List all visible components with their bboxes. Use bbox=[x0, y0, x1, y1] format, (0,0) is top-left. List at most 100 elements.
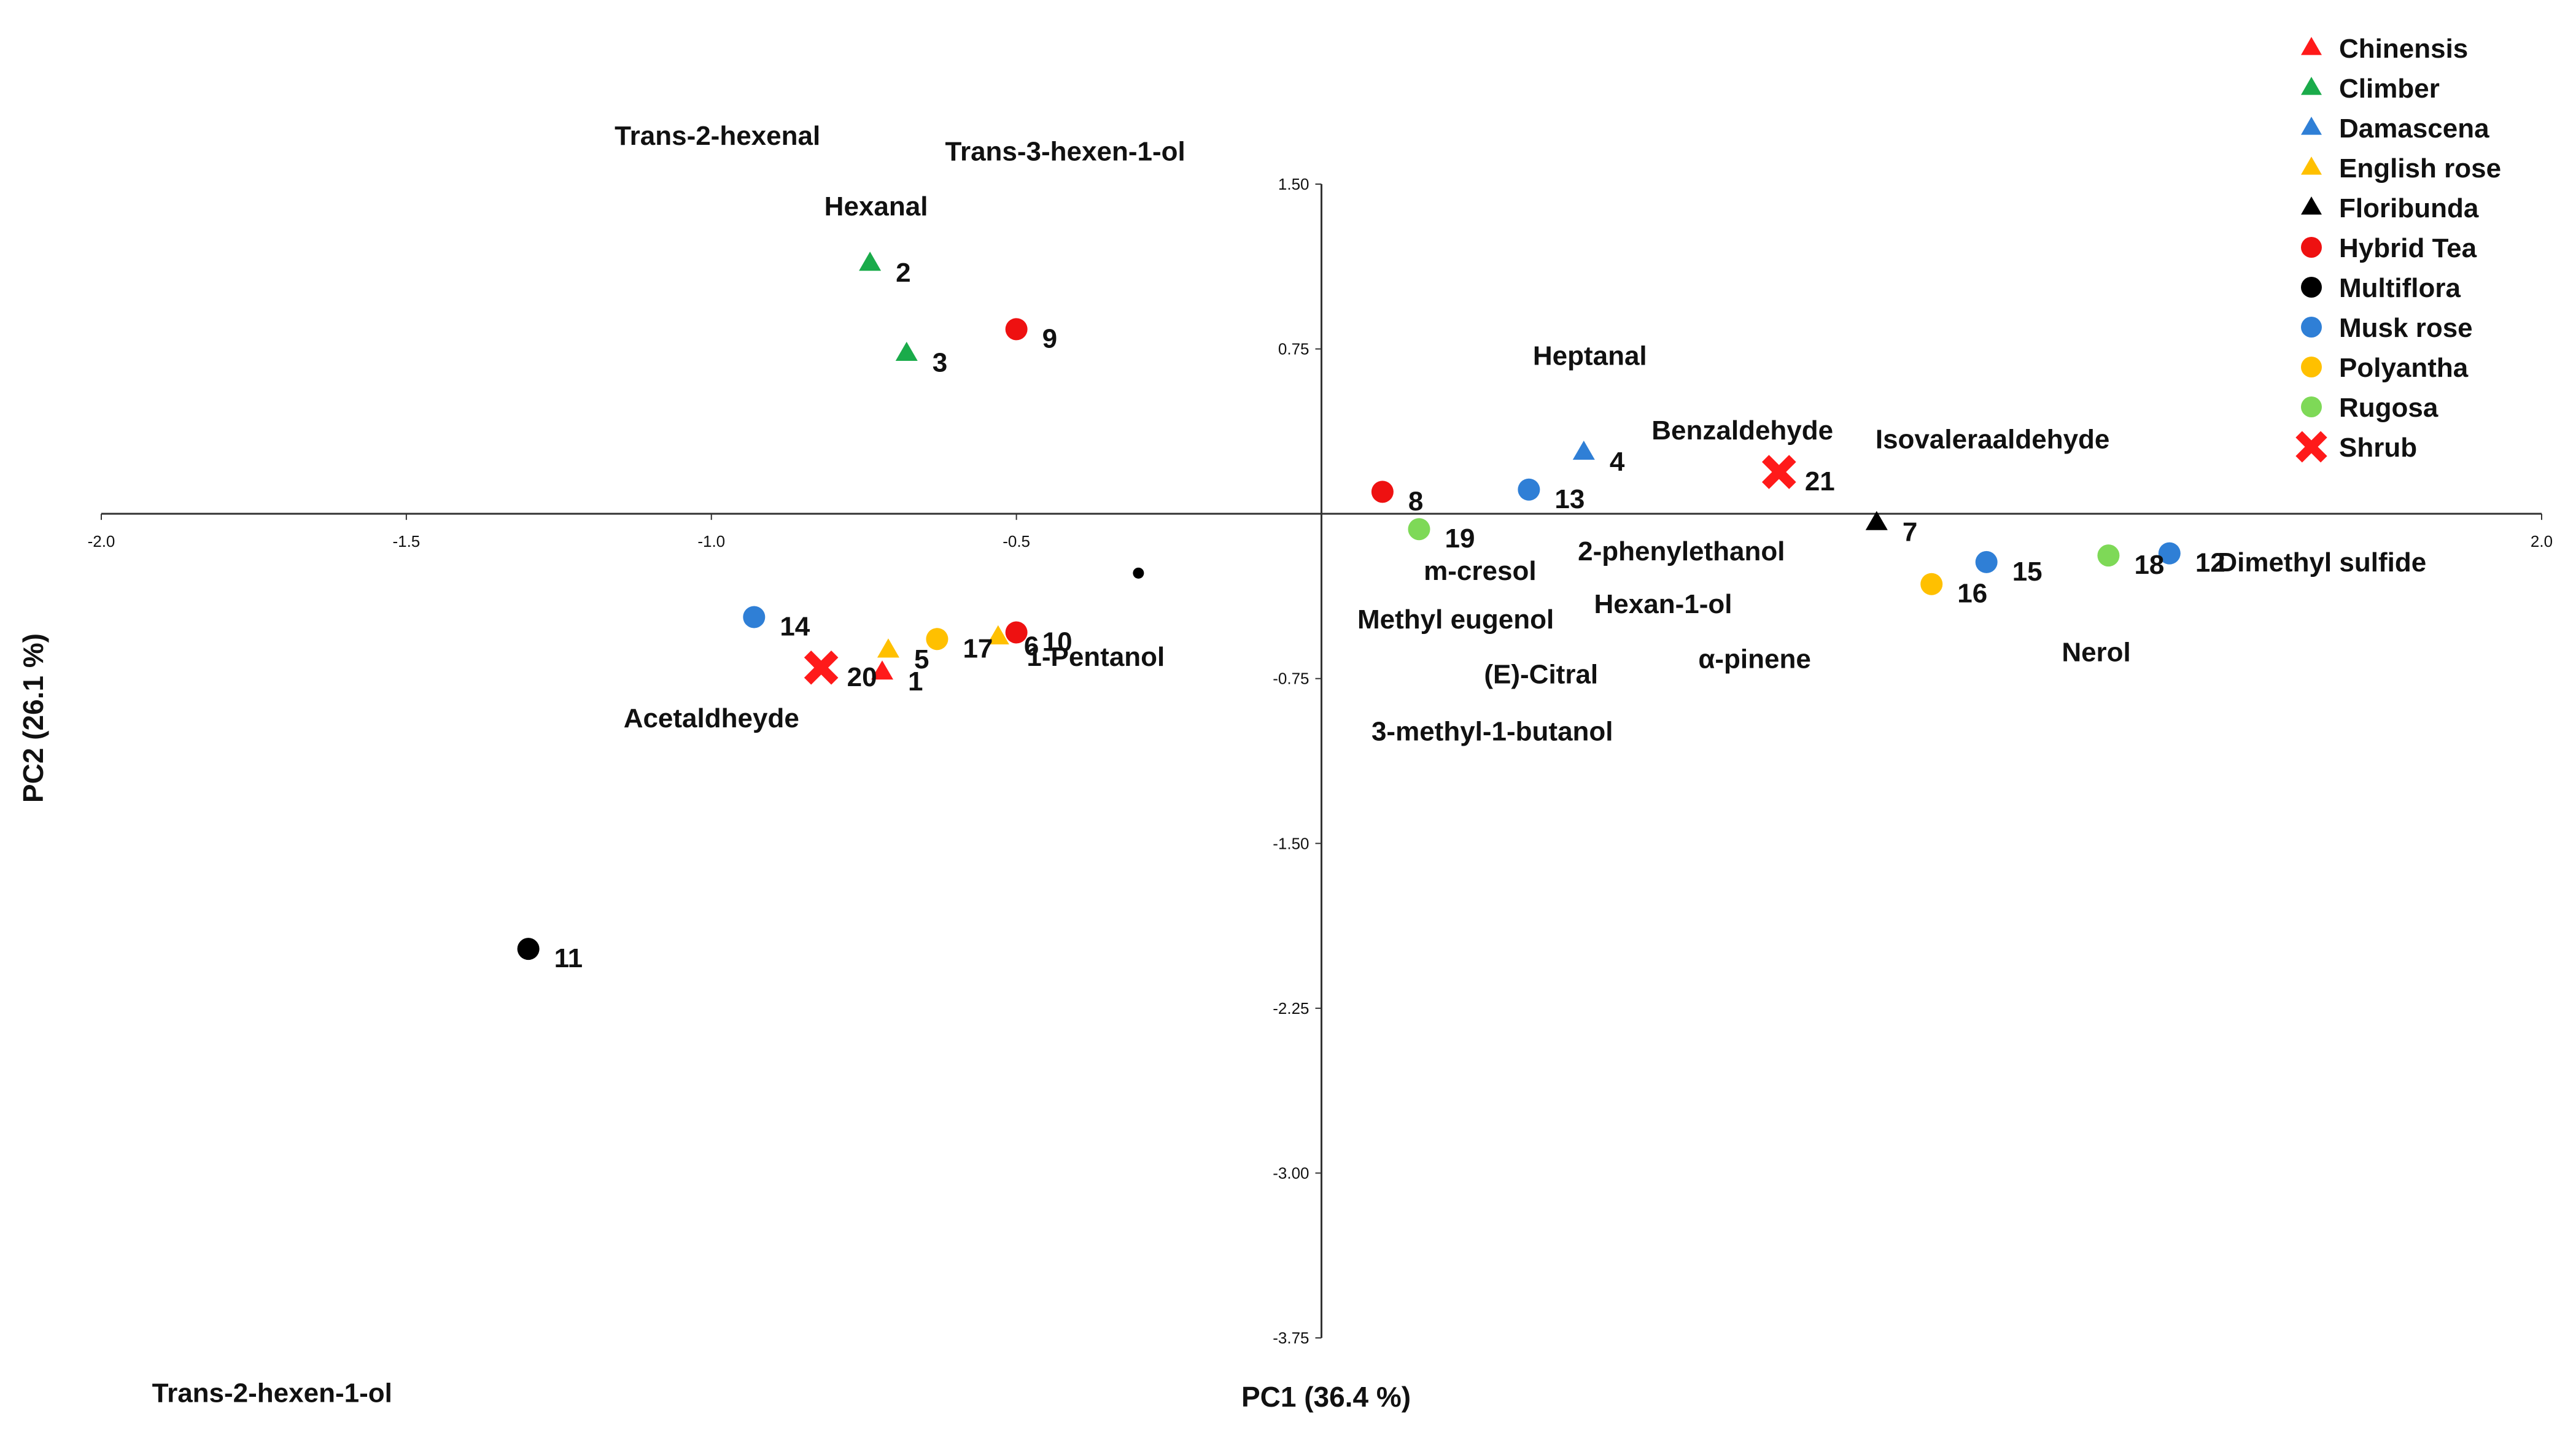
data-point: 18 bbox=[2097, 544, 2164, 580]
y-tick-label: 0.75 bbox=[1278, 340, 1309, 358]
legend-label: Shrub bbox=[2339, 433, 2417, 463]
legend-marker-chinensis bbox=[2301, 37, 2322, 55]
legend-marker-damascena bbox=[2301, 117, 2322, 135]
point-marker-multiflora bbox=[517, 938, 540, 960]
legend-label: Multiflora bbox=[2339, 273, 2461, 303]
variable-labels: Trans-2-hexenal Trans-3-hexen-1-ol Hexanal… bbox=[152, 121, 2427, 1408]
legend-item: Hybrid Tea bbox=[2301, 233, 2477, 263]
data-point: 17 bbox=[926, 628, 993, 663]
legend-marker-shrub bbox=[2295, 431, 2327, 463]
point-marker-polyantha bbox=[1920, 573, 1943, 595]
legend-marker-musk-rose bbox=[2301, 317, 2322, 338]
legend-marker-floribunda bbox=[2301, 196, 2322, 215]
variable-label: 3-methyl-1-butanol bbox=[1371, 717, 1613, 747]
point-marker-musk-rose bbox=[743, 606, 766, 628]
point-label: 14 bbox=[780, 611, 810, 641]
point-label: 1 bbox=[908, 666, 923, 697]
legend-item: Floribunda bbox=[2301, 193, 2479, 223]
point-marker-damascena bbox=[1572, 440, 1595, 460]
point-label: 3 bbox=[933, 348, 947, 378]
legend-item: Chinensis bbox=[2301, 34, 2468, 64]
point-label: 20 bbox=[847, 662, 877, 692]
point-marker-musk-rose bbox=[1975, 551, 1998, 573]
legend-marker-english-rose bbox=[2301, 156, 2322, 175]
data-point: 14 bbox=[743, 606, 810, 641]
y-axis-ticks: 1.50 0.75 -0.75 -1.50 -2.25 -3.00 -3.75 bbox=[1273, 175, 1322, 1347]
point-marker-rugosa bbox=[1408, 518, 1430, 541]
y-tick-label: -2.25 bbox=[1273, 999, 1309, 1018]
variable-label: m-cresol bbox=[1424, 556, 1536, 586]
legend-item: Rugosa bbox=[2301, 393, 2438, 423]
data-point: 15 bbox=[1975, 551, 2043, 587]
point-label: 21 bbox=[1805, 466, 1835, 496]
point-label: 19 bbox=[1445, 523, 1475, 554]
variable-label: Trans-3-hexen-1-ol bbox=[945, 136, 1185, 166]
x-tick-label: 2.0 bbox=[2531, 532, 2553, 551]
variable-label: Nerol bbox=[2062, 638, 2130, 668]
x-tick-label: -2.0 bbox=[88, 532, 115, 551]
data-point: 12 bbox=[2158, 542, 2225, 578]
legend-label: Hybrid Tea bbox=[2339, 233, 2477, 263]
data-point: 7 bbox=[1865, 511, 1917, 547]
legend-item: English rose bbox=[2301, 153, 2501, 184]
y-tick-label: -0.75 bbox=[1273, 670, 1309, 688]
point-label: 16 bbox=[1957, 579, 1987, 609]
point-label: 8 bbox=[1408, 486, 1423, 516]
variable-label: α-pinene bbox=[1698, 644, 1811, 674]
y-tick-label: 1.50 bbox=[1278, 175, 1309, 193]
x-axis-title: PC1 (36.4 %) bbox=[1241, 1381, 1411, 1413]
point-label: 2 bbox=[896, 258, 910, 288]
y-tick-label: -3.00 bbox=[1273, 1164, 1309, 1182]
point-label: 11 bbox=[554, 943, 583, 973]
x-tick-label: -1.5 bbox=[392, 532, 420, 551]
point-marker-shrub bbox=[804, 651, 839, 685]
point-marker-musk-rose bbox=[2158, 542, 2181, 565]
data-point: 1 bbox=[871, 660, 923, 697]
legend-label: Floribunda bbox=[2339, 193, 2479, 223]
x-tick-label: -1.0 bbox=[697, 532, 725, 551]
legend-marker-polyantha bbox=[2301, 357, 2322, 377]
point-label: 5 bbox=[914, 644, 929, 674]
y-tick-label: -1.50 bbox=[1273, 834, 1309, 852]
data-point: 11 bbox=[517, 938, 583, 973]
point-marker-english-rose bbox=[987, 625, 1009, 644]
legend-label: Chinensis bbox=[2339, 34, 2468, 64]
legend-marker-rugosa bbox=[2301, 396, 2322, 417]
legend-label: Rugosa bbox=[2339, 393, 2438, 423]
data-point: 10 bbox=[1005, 621, 1073, 657]
point-marker-rugosa bbox=[2097, 544, 2120, 567]
variable-label: Benzaldehyde bbox=[1651, 415, 1833, 446]
point-label: 17 bbox=[963, 633, 993, 663]
point-marker-musk-rose bbox=[1518, 478, 1540, 501]
data-point: 20 bbox=[804, 651, 877, 692]
legend-item: Polyantha bbox=[2301, 353, 2469, 383]
data-point: 8 bbox=[1371, 481, 1423, 516]
point-label: 18 bbox=[2134, 550, 2164, 580]
legend-label: Damascena bbox=[2339, 114, 2489, 144]
x-tick-label: -0.5 bbox=[1003, 532, 1030, 551]
point-marker-hybrid-tea bbox=[1005, 621, 1028, 644]
axes bbox=[101, 184, 2542, 1338]
legend-item: Multiflora bbox=[2301, 273, 2461, 303]
loading-dot bbox=[1133, 567, 1144, 579]
point-marker-hybrid-tea bbox=[1005, 318, 1028, 341]
legend-marker-hybrid-tea bbox=[2301, 237, 2322, 258]
point-marker-chinensis bbox=[871, 660, 893, 680]
data-point: 16 bbox=[1920, 573, 1987, 609]
legend-marker-multiflora bbox=[2301, 277, 2322, 298]
legend-item: Shrub bbox=[2295, 431, 2417, 463]
data-point: 13 bbox=[1518, 478, 1585, 514]
y-tick-label: -3.75 bbox=[1273, 1329, 1309, 1347]
y-axis-title: PC2 (26.1 %) bbox=[17, 633, 49, 803]
legend-label: Climber bbox=[2339, 74, 2440, 104]
data-point: 21 bbox=[1762, 455, 1835, 496]
variable-label: Isovaleraaldehyde bbox=[1876, 424, 2110, 454]
point-marker-hybrid-tea bbox=[1371, 481, 1394, 503]
point-marker-polyantha bbox=[926, 628, 949, 651]
data-point: 9 bbox=[1005, 318, 1057, 353]
variable-label: Trans-2-hexenal bbox=[615, 121, 820, 151]
legend-item: Musk rose bbox=[2301, 313, 2473, 343]
point-label: 7 bbox=[1903, 517, 1917, 547]
variable-label: 1-Pentanol bbox=[1026, 642, 1165, 672]
